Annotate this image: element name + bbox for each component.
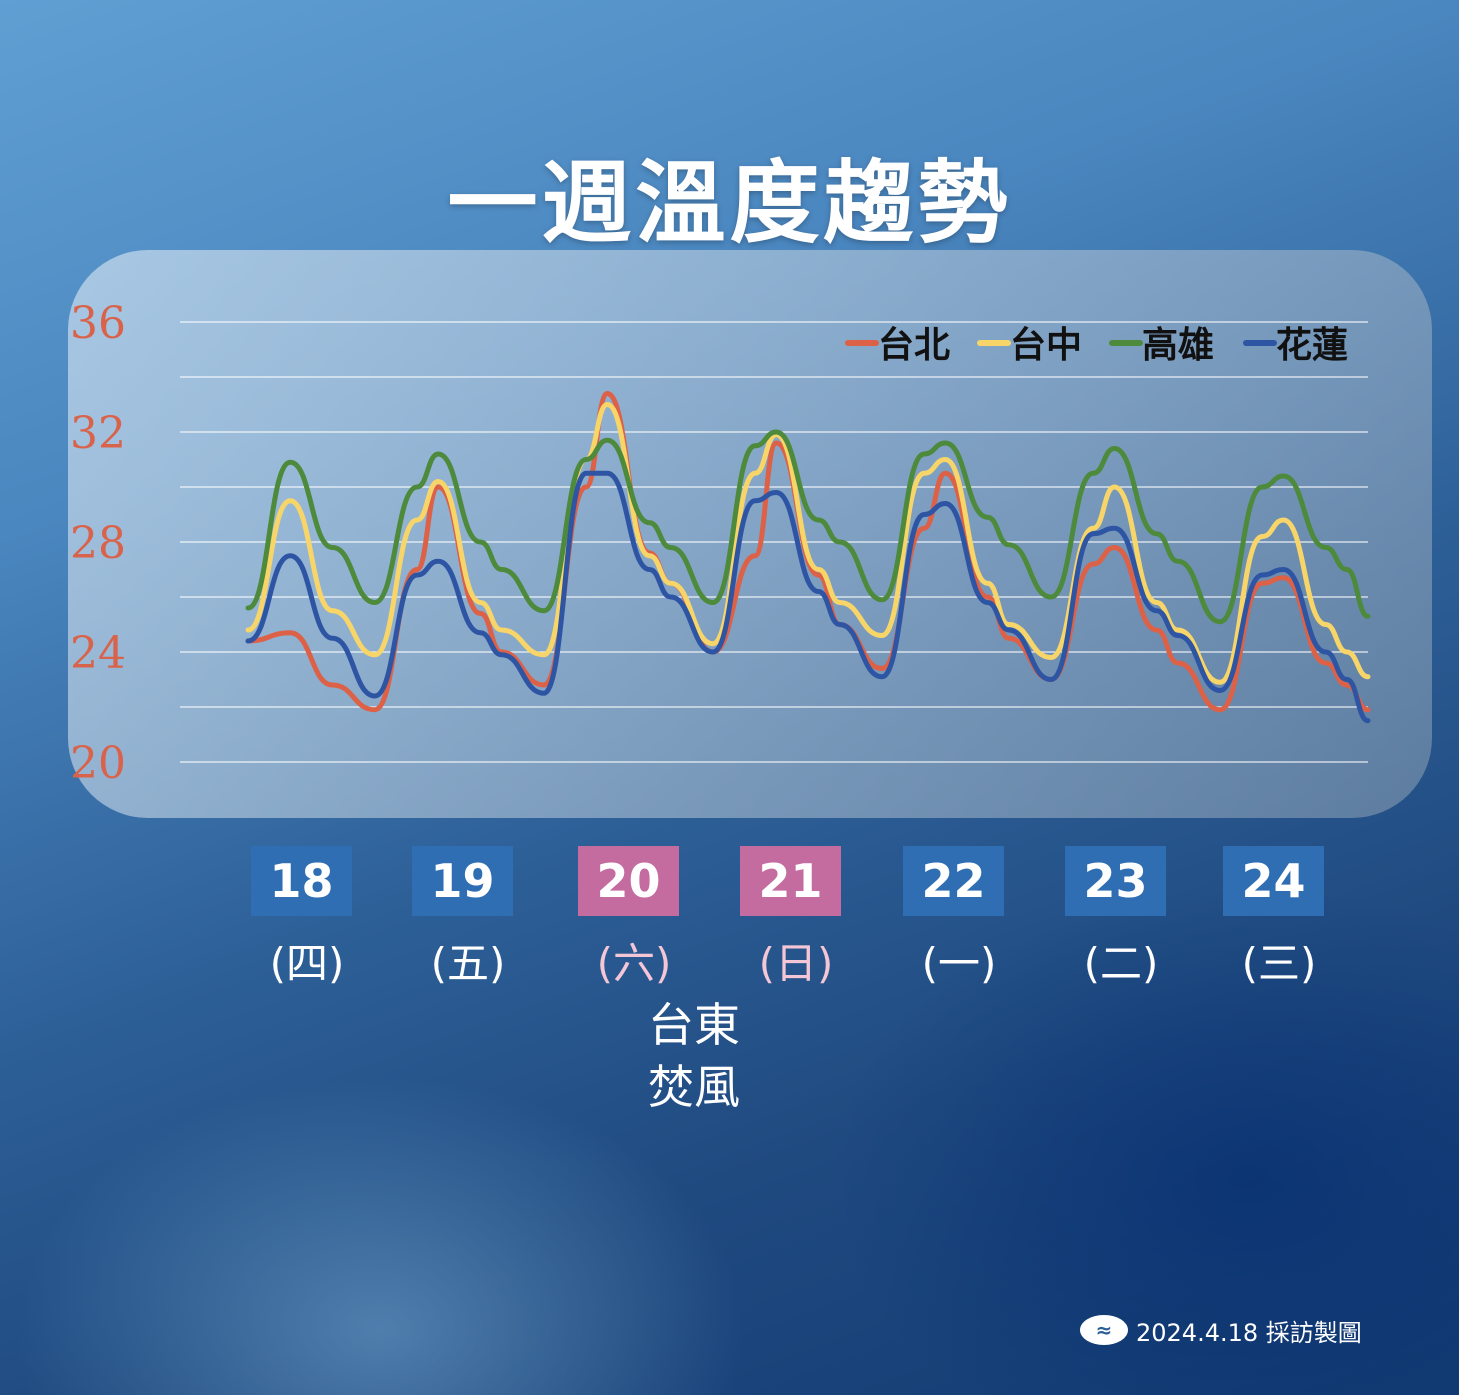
y-axis-ticks: 36 32 28 24 20 bbox=[70, 298, 126, 789]
y-tick-label: 36 bbox=[70, 298, 126, 349]
legend: 台北 台中 高雄 花蓮 bbox=[845, 324, 1348, 366]
note-line-1: 台東 bbox=[648, 998, 740, 1052]
day-date-18: 18 bbox=[251, 846, 352, 916]
day-date-20: 20 bbox=[578, 846, 679, 916]
day-date-23: 23 bbox=[1065, 846, 1166, 916]
series-line-2 bbox=[245, 429, 1371, 625]
series-line-3 bbox=[245, 470, 1371, 724]
chart-panel bbox=[68, 250, 1432, 818]
legend-label: 台北 bbox=[878, 324, 950, 366]
note-line-2: 焚風 bbox=[648, 1060, 740, 1114]
grid-lines bbox=[180, 321, 1368, 763]
series-lines bbox=[245, 391, 1371, 724]
y-tick-label: 32 bbox=[70, 408, 126, 459]
y-tick-label: 24 bbox=[70, 628, 126, 679]
day-date-19: 19 bbox=[412, 846, 513, 916]
footer: ≈ 2024.4.18 採訪製圖 bbox=[1080, 1312, 1362, 1348]
y-tick-label: 20 bbox=[70, 738, 126, 789]
legend-label: 高雄 bbox=[1142, 324, 1214, 366]
day-date-22: 22 bbox=[903, 846, 1004, 916]
day-date-24: 24 bbox=[1223, 846, 1324, 916]
page-title: 一週溫度趨勢 bbox=[447, 151, 1012, 256]
legend-label: 花蓮 bbox=[1276, 324, 1348, 366]
day-weekday: (五) bbox=[430, 939, 506, 988]
day-weekday: (六) bbox=[596, 939, 672, 988]
footer-text: 2024.4.18 採訪製圖 bbox=[1136, 1318, 1362, 1347]
y-tick-label: 28 bbox=[70, 518, 126, 569]
legend-label: 台中 bbox=[1010, 324, 1082, 366]
day-date-21: 21 bbox=[740, 846, 841, 916]
day-weekday: (二) bbox=[1083, 939, 1159, 988]
cwa-logo-icon: ≈ bbox=[1080, 1315, 1128, 1345]
day-weekday: (一) bbox=[921, 939, 997, 988]
day-weekday: (四) bbox=[269, 939, 345, 988]
day-weekday: (日) bbox=[758, 939, 834, 988]
series-line-1 bbox=[245, 402, 1371, 685]
day-weekday: (三) bbox=[1241, 939, 1317, 988]
